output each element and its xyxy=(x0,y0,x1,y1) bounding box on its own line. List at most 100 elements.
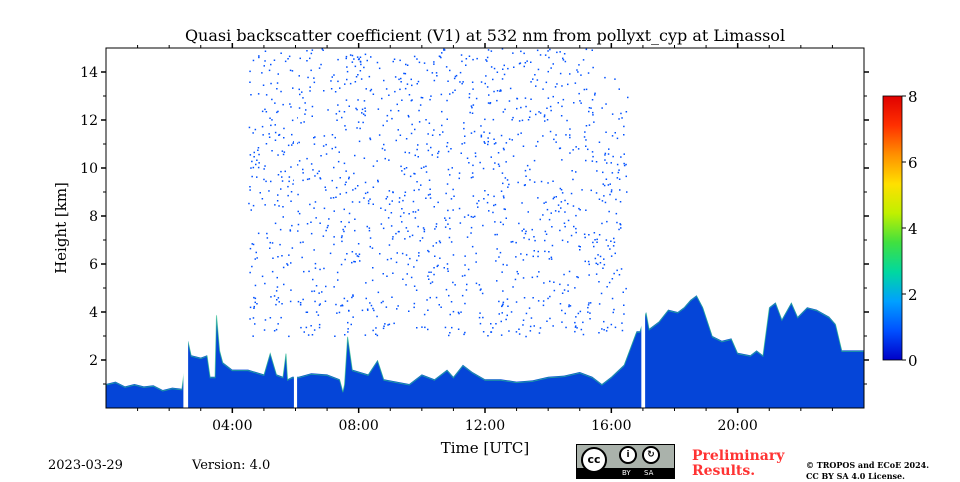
noise-pixel xyxy=(562,57,564,60)
noise-pixel xyxy=(616,221,618,224)
noise-pixel xyxy=(618,228,620,231)
noise-pixel xyxy=(603,195,605,197)
noise-pixel xyxy=(361,112,363,114)
noise-pixel xyxy=(463,216,466,218)
noise-pixel xyxy=(599,255,602,258)
noise-pixel xyxy=(445,219,447,221)
noise-pixel xyxy=(254,323,256,325)
noise-pixel xyxy=(261,72,263,74)
noise-pixel xyxy=(465,64,467,66)
noise-pixel xyxy=(365,297,367,300)
noise-pixel xyxy=(319,222,321,224)
noise-pixel xyxy=(289,300,292,303)
noise-pixel xyxy=(418,255,420,257)
noise-pixel xyxy=(360,78,363,80)
noise-pixel xyxy=(299,304,302,306)
noise-pixel xyxy=(494,221,496,223)
noise-pixel xyxy=(452,281,454,284)
noise-pixel xyxy=(501,312,503,314)
noise-pixel xyxy=(553,138,555,141)
noise-pixel xyxy=(392,236,394,238)
noise-pixel xyxy=(546,119,549,121)
noise-pixel xyxy=(428,271,430,273)
noise-pixel xyxy=(501,48,504,50)
noise-pixel xyxy=(346,66,348,68)
noise-pixel xyxy=(400,165,402,168)
noise-pixel xyxy=(530,61,532,63)
noise-pixel xyxy=(542,300,545,302)
noise-pixel xyxy=(345,181,347,183)
noise-pixel xyxy=(337,58,339,61)
noise-pixel xyxy=(594,239,596,241)
noise-pixel xyxy=(373,309,375,312)
noise-pixel xyxy=(346,78,348,81)
noise-pixel xyxy=(253,296,255,299)
noise-pixel xyxy=(381,97,383,100)
noise-pixel xyxy=(372,329,374,332)
noise-pixel xyxy=(342,228,344,231)
noise-pixel xyxy=(435,223,438,225)
noise-pixel xyxy=(474,155,477,158)
noise-pixel xyxy=(256,176,258,178)
noise-pixel xyxy=(444,326,447,329)
noise-pixel xyxy=(482,316,484,319)
noise-pixel xyxy=(499,251,502,254)
noise-pixel xyxy=(517,273,519,275)
noise-pixel xyxy=(525,335,527,338)
noise-pixel xyxy=(623,162,625,165)
data-gap xyxy=(293,48,298,408)
noise-pixel xyxy=(277,110,279,113)
noise-pixel xyxy=(533,159,536,162)
noise-pixel xyxy=(499,89,502,91)
noise-pixel xyxy=(525,105,527,108)
noise-pixel xyxy=(504,177,507,179)
noise-pixel xyxy=(391,296,393,298)
noise-pixel xyxy=(343,162,346,165)
noise-pixel xyxy=(459,71,462,74)
noise-pixel xyxy=(252,243,255,246)
noise-pixel xyxy=(623,153,625,155)
sa-label: SA xyxy=(644,469,654,477)
noise-pixel xyxy=(579,246,581,248)
noise-pixel xyxy=(325,189,327,191)
noise-pixel xyxy=(487,137,489,139)
noise-pixel xyxy=(591,49,593,51)
noise-pixel xyxy=(458,207,461,210)
noise-pixel xyxy=(492,327,494,329)
noise-pixel xyxy=(309,86,311,88)
noise-pixel xyxy=(291,224,293,227)
noise-pixel xyxy=(363,66,365,69)
noise-pixel xyxy=(375,327,377,329)
noise-pixel xyxy=(460,152,462,154)
noise-pixel xyxy=(274,204,276,206)
noise-pixel xyxy=(385,306,388,308)
noise-pixel xyxy=(576,69,578,71)
noise-pixel xyxy=(461,82,463,85)
noise-pixel xyxy=(252,59,255,62)
noise-pixel xyxy=(257,232,260,235)
noise-pixel xyxy=(369,237,372,239)
noise-pixel xyxy=(588,263,590,266)
noise-pixel xyxy=(411,123,413,126)
noise-pixel xyxy=(500,334,503,336)
noise-pixel xyxy=(536,79,539,81)
noise-pixel xyxy=(311,49,314,51)
noise-pixel xyxy=(252,204,255,207)
noise-pixel xyxy=(255,163,257,166)
noise-pixel xyxy=(427,249,429,252)
noise-pixel xyxy=(494,203,497,206)
noise-pixel xyxy=(369,245,371,248)
noise-pixel xyxy=(333,166,335,169)
noise-pixel xyxy=(521,230,523,232)
noise-pixel xyxy=(334,91,337,93)
noise-pixel xyxy=(413,266,415,268)
noise-pixel xyxy=(528,307,531,309)
noise-pixel xyxy=(458,177,460,180)
noise-pixel xyxy=(376,61,379,64)
noise-pixel xyxy=(504,108,506,111)
noise-pixel xyxy=(499,221,502,223)
noise-pixel xyxy=(276,82,279,84)
noise-pixel xyxy=(362,113,365,115)
noise-pixel xyxy=(254,284,257,287)
